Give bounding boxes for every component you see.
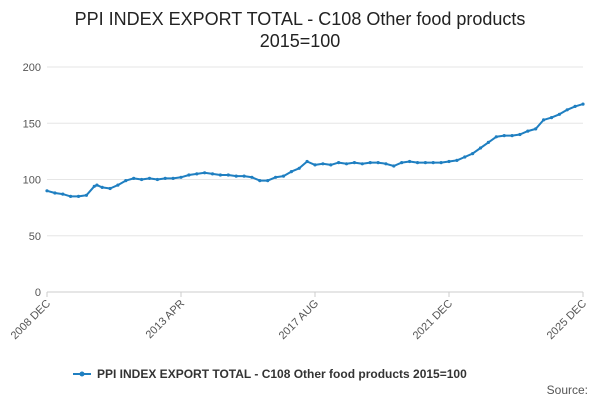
data-point xyxy=(171,176,175,180)
data-point xyxy=(321,162,325,166)
data-point xyxy=(281,174,286,178)
y-axis-ticks: 0 50 100 150 200 xyxy=(23,62,41,299)
data-point xyxy=(549,116,554,120)
x-axis-ticks: 2008 DEC 2013 APR 2017 AUG 2021 DEC 2025 DEC xyxy=(9,292,589,342)
data-point xyxy=(510,134,514,138)
y-tick-label: 100 xyxy=(23,175,41,187)
data-point xyxy=(266,179,270,183)
data-point xyxy=(376,161,380,165)
data-point xyxy=(108,186,112,191)
data-point xyxy=(573,104,577,108)
data-point xyxy=(486,140,490,144)
data-point xyxy=(471,152,475,156)
legend-label: PPI INDEX EXPORT TOTAL - C108 Other food… xyxy=(97,367,467,381)
data-point xyxy=(392,164,396,168)
data-point xyxy=(384,162,388,166)
data-point xyxy=(45,189,49,193)
data-point xyxy=(226,173,230,177)
data-point xyxy=(179,175,183,179)
data-point xyxy=(250,175,254,179)
data-point xyxy=(400,161,404,165)
data-point xyxy=(297,166,301,170)
data-point xyxy=(455,158,459,162)
data-point xyxy=(360,162,364,166)
data-point xyxy=(69,194,73,198)
data-point xyxy=(423,161,427,165)
data-point xyxy=(84,193,88,197)
y-tick-label: 200 xyxy=(23,62,41,74)
data-point xyxy=(313,163,317,167)
data-point xyxy=(140,177,144,182)
data-point xyxy=(95,183,99,187)
data-point xyxy=(155,177,159,182)
data-point xyxy=(124,179,128,183)
data-point xyxy=(116,183,120,187)
x-tick-label: 2021 DEC xyxy=(411,298,455,342)
series-line xyxy=(46,103,584,198)
data-point xyxy=(337,161,341,165)
legend[interactable]: PPI INDEX EXPORT TOTAL - C108 Other food… xyxy=(73,367,467,381)
y-tick-label: 50 xyxy=(29,231,41,243)
data-point xyxy=(439,161,443,165)
data-point xyxy=(581,102,585,106)
data-point xyxy=(147,176,152,180)
data-point xyxy=(274,175,278,179)
data-point xyxy=(415,161,420,165)
data-point xyxy=(344,162,349,166)
data-point xyxy=(502,134,506,138)
data-point xyxy=(234,174,238,178)
data-point xyxy=(518,132,522,137)
x-tick-label: 2017 AUG xyxy=(277,298,321,342)
data-point xyxy=(187,173,191,177)
y-tick-label: 0 xyxy=(35,287,41,299)
data-point xyxy=(526,129,530,133)
legend-marker xyxy=(79,371,85,377)
data-point xyxy=(534,127,538,131)
data-point xyxy=(478,146,483,150)
chart-title-line-2: 2015=100 xyxy=(260,31,341,51)
data-point xyxy=(195,172,199,176)
x-tick-label: 2025 DEC xyxy=(545,298,589,342)
data-point xyxy=(463,155,467,159)
data-point xyxy=(53,191,57,195)
data-point xyxy=(163,176,167,180)
data-point xyxy=(258,179,262,183)
data-point xyxy=(76,194,81,198)
data-point xyxy=(218,173,222,177)
data-point xyxy=(242,174,246,178)
data-point xyxy=(408,159,412,164)
data-point xyxy=(100,185,104,189)
data-point xyxy=(305,159,309,164)
data-point xyxy=(368,161,372,165)
series-layer xyxy=(45,102,585,198)
data-point xyxy=(542,118,546,122)
x-tick-label: 2008 DEC xyxy=(9,298,53,342)
source-label: Source: xyxy=(547,383,588,397)
data-point xyxy=(203,171,207,175)
data-point xyxy=(92,184,96,188)
data-point xyxy=(447,159,451,164)
data-point xyxy=(352,161,356,165)
x-tick-label: 2013 APR xyxy=(144,298,188,342)
data-point xyxy=(565,108,569,112)
data-point xyxy=(329,163,333,167)
chart-title-line-1: PPI INDEX EXPORT TOTAL - C108 Other food… xyxy=(75,9,526,29)
y-tick-label: 150 xyxy=(23,118,41,130)
data-point xyxy=(494,135,498,139)
data-point xyxy=(557,112,562,116)
data-point xyxy=(132,176,136,180)
data-point xyxy=(61,192,65,196)
data-point xyxy=(431,161,435,165)
data-point xyxy=(210,172,215,176)
data-point xyxy=(289,170,293,174)
